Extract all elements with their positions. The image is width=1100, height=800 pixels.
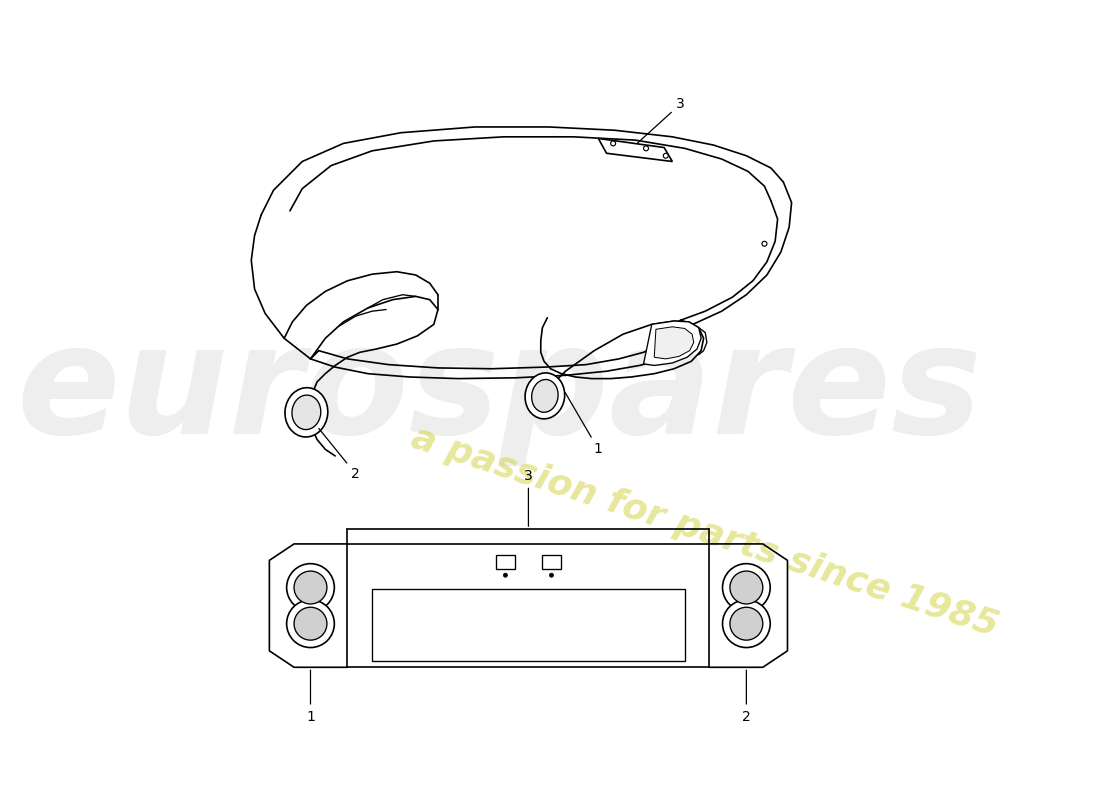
Ellipse shape — [294, 571, 327, 604]
Ellipse shape — [663, 154, 668, 158]
Ellipse shape — [294, 607, 327, 640]
Polygon shape — [654, 327, 694, 359]
Polygon shape — [495, 554, 515, 570]
Ellipse shape — [723, 564, 770, 611]
Ellipse shape — [762, 242, 767, 246]
Ellipse shape — [730, 571, 762, 604]
Polygon shape — [541, 554, 561, 570]
Ellipse shape — [723, 600, 770, 647]
Polygon shape — [644, 321, 701, 366]
Ellipse shape — [504, 573, 507, 578]
Ellipse shape — [287, 564, 334, 611]
Ellipse shape — [287, 600, 334, 647]
Ellipse shape — [610, 141, 616, 146]
Text: 1: 1 — [306, 670, 315, 724]
Ellipse shape — [292, 395, 321, 430]
Ellipse shape — [525, 373, 564, 419]
Text: eurospares: eurospares — [16, 318, 982, 466]
Ellipse shape — [644, 146, 649, 151]
Polygon shape — [372, 589, 684, 661]
Text: 2: 2 — [319, 429, 360, 481]
Ellipse shape — [730, 607, 762, 640]
Ellipse shape — [549, 573, 553, 578]
Ellipse shape — [531, 379, 558, 412]
Text: 2: 2 — [742, 670, 750, 724]
Text: a passion for parts since 1985: a passion for parts since 1985 — [407, 420, 1003, 642]
Text: 3: 3 — [637, 97, 685, 143]
Text: 3: 3 — [524, 469, 532, 526]
Text: 1: 1 — [565, 393, 603, 456]
Ellipse shape — [285, 388, 328, 437]
Polygon shape — [598, 138, 672, 162]
